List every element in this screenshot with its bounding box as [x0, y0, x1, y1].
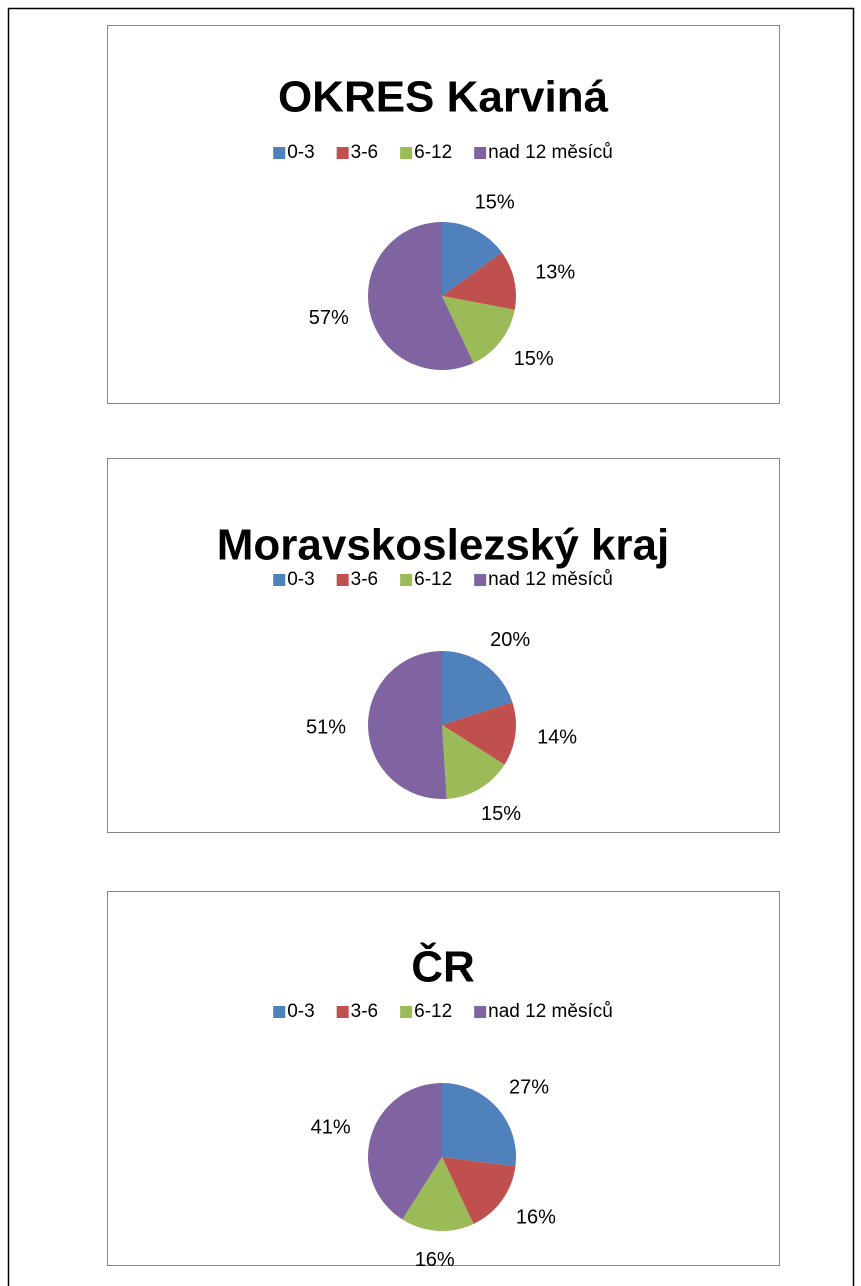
legend-label: 0-3 [287, 569, 314, 590]
legend-swatch [336, 574, 349, 586]
legend-label: 3-6 [351, 142, 378, 163]
chart: ČR 0-3 3-6 6-12 nad 12 měsíců 27% 16% 16% 41% [107, 891, 780, 1271]
pie-slice [367, 222, 474, 370]
chart-title: OKRES Karviná [278, 73, 609, 122]
pie-slice [442, 651, 513, 725]
legend-label: nad 12 měsíců [488, 142, 613, 163]
legend-label: 0-3 [287, 142, 314, 163]
legend-label: 6-12 [414, 1001, 452, 1022]
legend-label: nad 12 měsíců [488, 569, 613, 590]
legend-swatch [336, 1006, 349, 1018]
legend-swatch [474, 1006, 487, 1018]
legend: 0-3 3-6 6-12 nad 12 měsíců [273, 142, 613, 163]
legend-label: 6-12 [414, 569, 452, 590]
pie-slice [402, 1157, 474, 1231]
legend-label: 6-12 [414, 142, 452, 163]
legend-label: 3-6 [351, 569, 378, 590]
pie-slice [368, 1083, 442, 1220]
data-label: 16% [516, 1206, 556, 1228]
legend-swatch [400, 1006, 413, 1018]
data-label: 14% [537, 726, 577, 748]
pie-slice [442, 296, 515, 363]
legend-label: 0-3 [287, 1001, 314, 1022]
legend-swatch [400, 574, 413, 586]
legend-swatch [273, 147, 286, 159]
data-label: 20% [490, 629, 530, 651]
pie-slice [442, 725, 505, 799]
data-label: 57% [309, 307, 349, 329]
data-label: 41% [311, 1116, 351, 1138]
legend-swatch [474, 574, 487, 586]
legend-label: nad 12 měsíců [488, 1001, 613, 1022]
legend-label: 3-6 [351, 1001, 378, 1022]
pie-slice [442, 222, 502, 296]
pie-slice [442, 1083, 516, 1167]
chart: OKRES Karviná 0-3 3-6 6-12 nad 12 měsíců 15% 1… [107, 25, 780, 404]
data-label: 27% [509, 1077, 549, 1099]
legend-swatch [474, 147, 487, 159]
data-label: 15% [514, 348, 554, 370]
pie-slice [442, 1157, 516, 1224]
legend: 0-3 3-6 6-12 nad 12 měsíců [273, 569, 613, 590]
legend-swatch [400, 147, 413, 159]
data-label: 51% [306, 717, 346, 739]
data-label: 13% [535, 262, 575, 284]
legend-swatch [336, 147, 349, 159]
pie-slice [442, 252, 517, 310]
data-label: 15% [475, 192, 515, 214]
data-label: 16% [415, 1249, 455, 1271]
data-label: 15% [481, 803, 521, 825]
legend: 0-3 3-6 6-12 nad 12 měsíců [273, 1001, 613, 1022]
chart-title: Moravskoslezský kraj [217, 521, 670, 570]
pie-slice [442, 702, 516, 765]
legend-swatch [273, 1006, 286, 1018]
pie-slice [368, 651, 447, 799]
legend-swatch [273, 574, 286, 586]
chart-title: ČR [411, 941, 475, 992]
